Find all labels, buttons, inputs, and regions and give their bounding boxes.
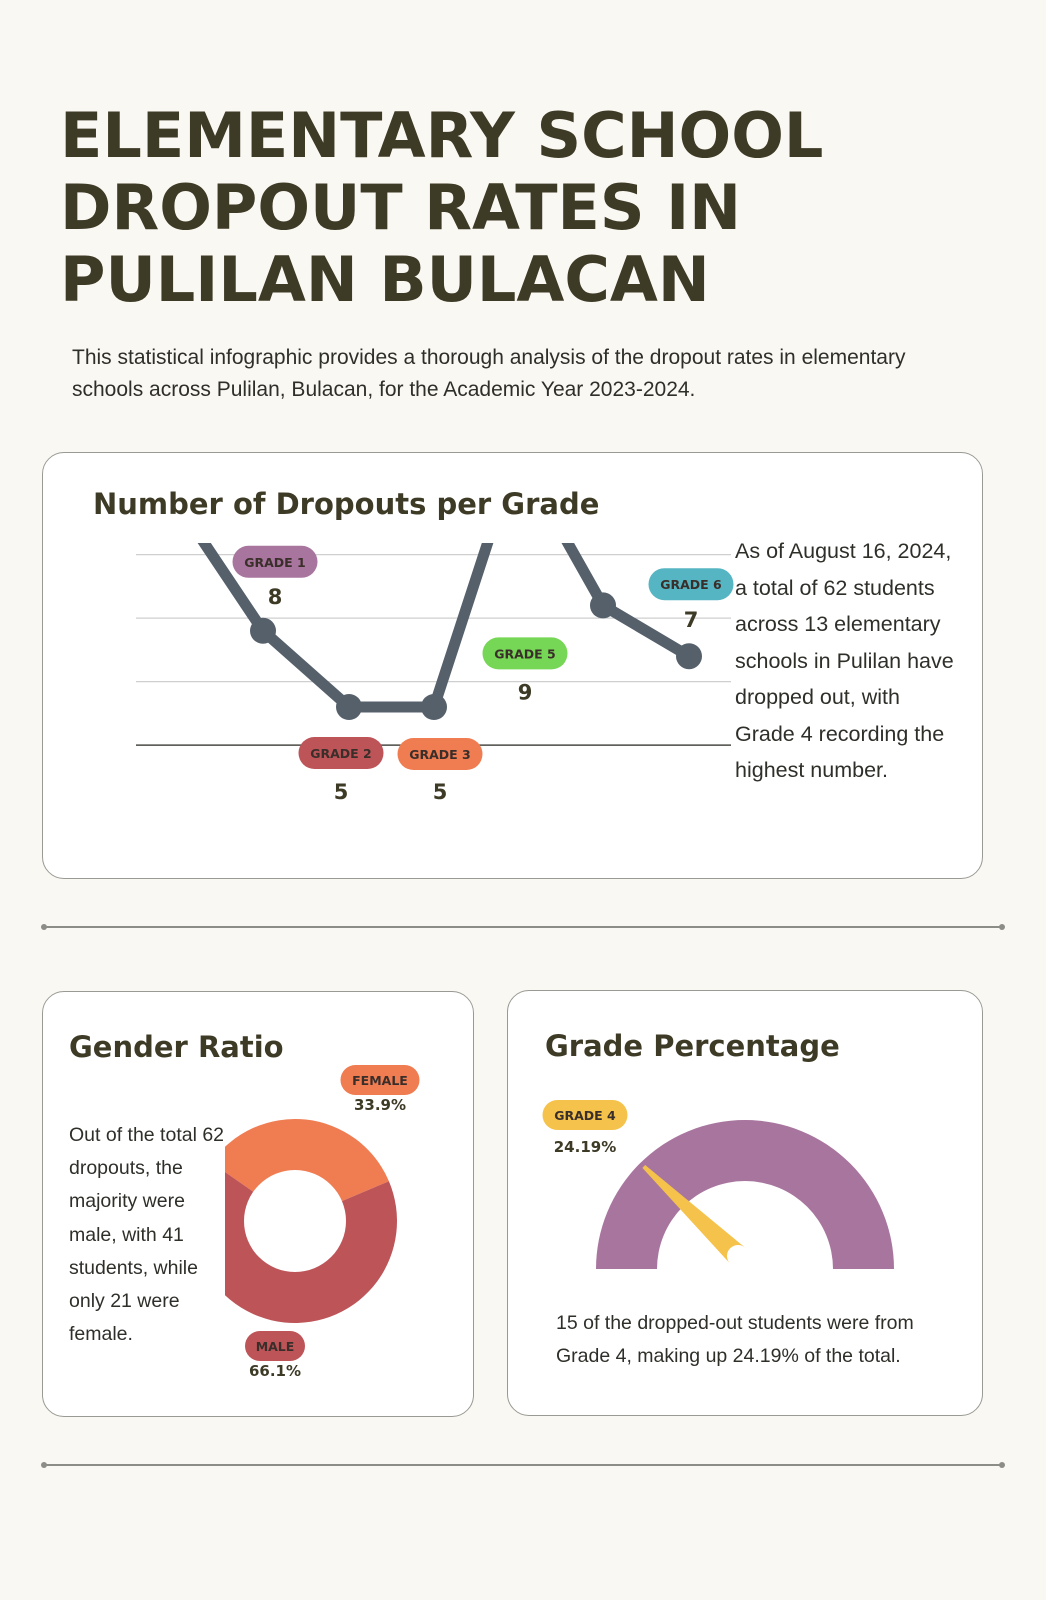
category-label: GRADE 3 — [409, 747, 471, 762]
slice-label: FEMALE — [352, 1073, 408, 1088]
page-title: ELEMENTARY SCHOOL DROPOUT RATES IN PULIL… — [60, 99, 824, 316]
data-point — [250, 617, 276, 644]
slice-badge — [340, 1065, 420, 1095]
section-divider-2 — [41, 1462, 1005, 1468]
page-subtitle: This statistical infographic provides a … — [72, 346, 906, 401]
gauge-badge — [542, 1100, 628, 1130]
dropouts-per-grade-card: Number of Dropouts per Grade KINDER13GRA… — [42, 452, 983, 879]
category-label: GRADE 5 — [494, 646, 556, 661]
data-label: 7 — [684, 608, 699, 632]
gauge-needle — [642, 1164, 746, 1264]
donut-hole — [244, 1170, 346, 1272]
data-label: 9 — [518, 680, 533, 704]
data-label: 5 — [334, 780, 349, 804]
section-divider-1 — [41, 924, 1005, 930]
grade-percentage-text: 15 of the dropped-out students were from… — [556, 1312, 914, 1367]
slice-value: 66.1% — [249, 1362, 301, 1380]
data-point — [421, 694, 447, 720]
category-badge — [298, 737, 384, 769]
data-label: 8 — [268, 585, 283, 609]
gauge-arc — [596, 1120, 894, 1269]
grade-gauge-chart: GRADE 4 24.19% — [542, 1100, 894, 1269]
gender-donut-chart: FEMALE 33.9% MALE 66.1% — [225, 1065, 420, 1380]
dropouts-summary-text: As of August 16, 2024, a total of 62 stu… — [735, 539, 954, 782]
slice-value: 33.9% — [354, 1096, 406, 1114]
gender-ratio-title: Gender Ratio — [69, 1030, 284, 1064]
category-label: GRADE 1 — [244, 555, 306, 570]
slice-badge — [245, 1331, 305, 1361]
category-label: GRADE 2 — [310, 746, 372, 761]
gauge-label: GRADE 4 — [554, 1108, 616, 1123]
data-point — [676, 643, 702, 670]
data-label: 5 — [433, 780, 448, 804]
category-badge — [232, 545, 318, 578]
category-badge — [482, 637, 568, 670]
gender-ratio-text: Out of the total 62 dropouts, the majori… — [69, 1124, 225, 1346]
grade-percentage-title: Grade Percentage — [545, 1029, 840, 1063]
data-point — [336, 694, 362, 720]
grade-percentage-card: Grade Percentage GRADE 4 24.19% 15 of the… — [507, 990, 983, 1416]
category-badge — [397, 738, 483, 770]
category-label: GRADE 6 — [660, 577, 722, 592]
category-badge — [648, 568, 734, 601]
gauge-value: 24.19% — [554, 1138, 616, 1156]
dropouts-chart-title: Number of Dropouts per Grade — [93, 487, 600, 521]
slice-label: MALE — [256, 1339, 295, 1354]
gender-ratio-card: Gender Ratio Out of the total 62 dropout… — [42, 991, 474, 1417]
data-point — [590, 592, 616, 619]
